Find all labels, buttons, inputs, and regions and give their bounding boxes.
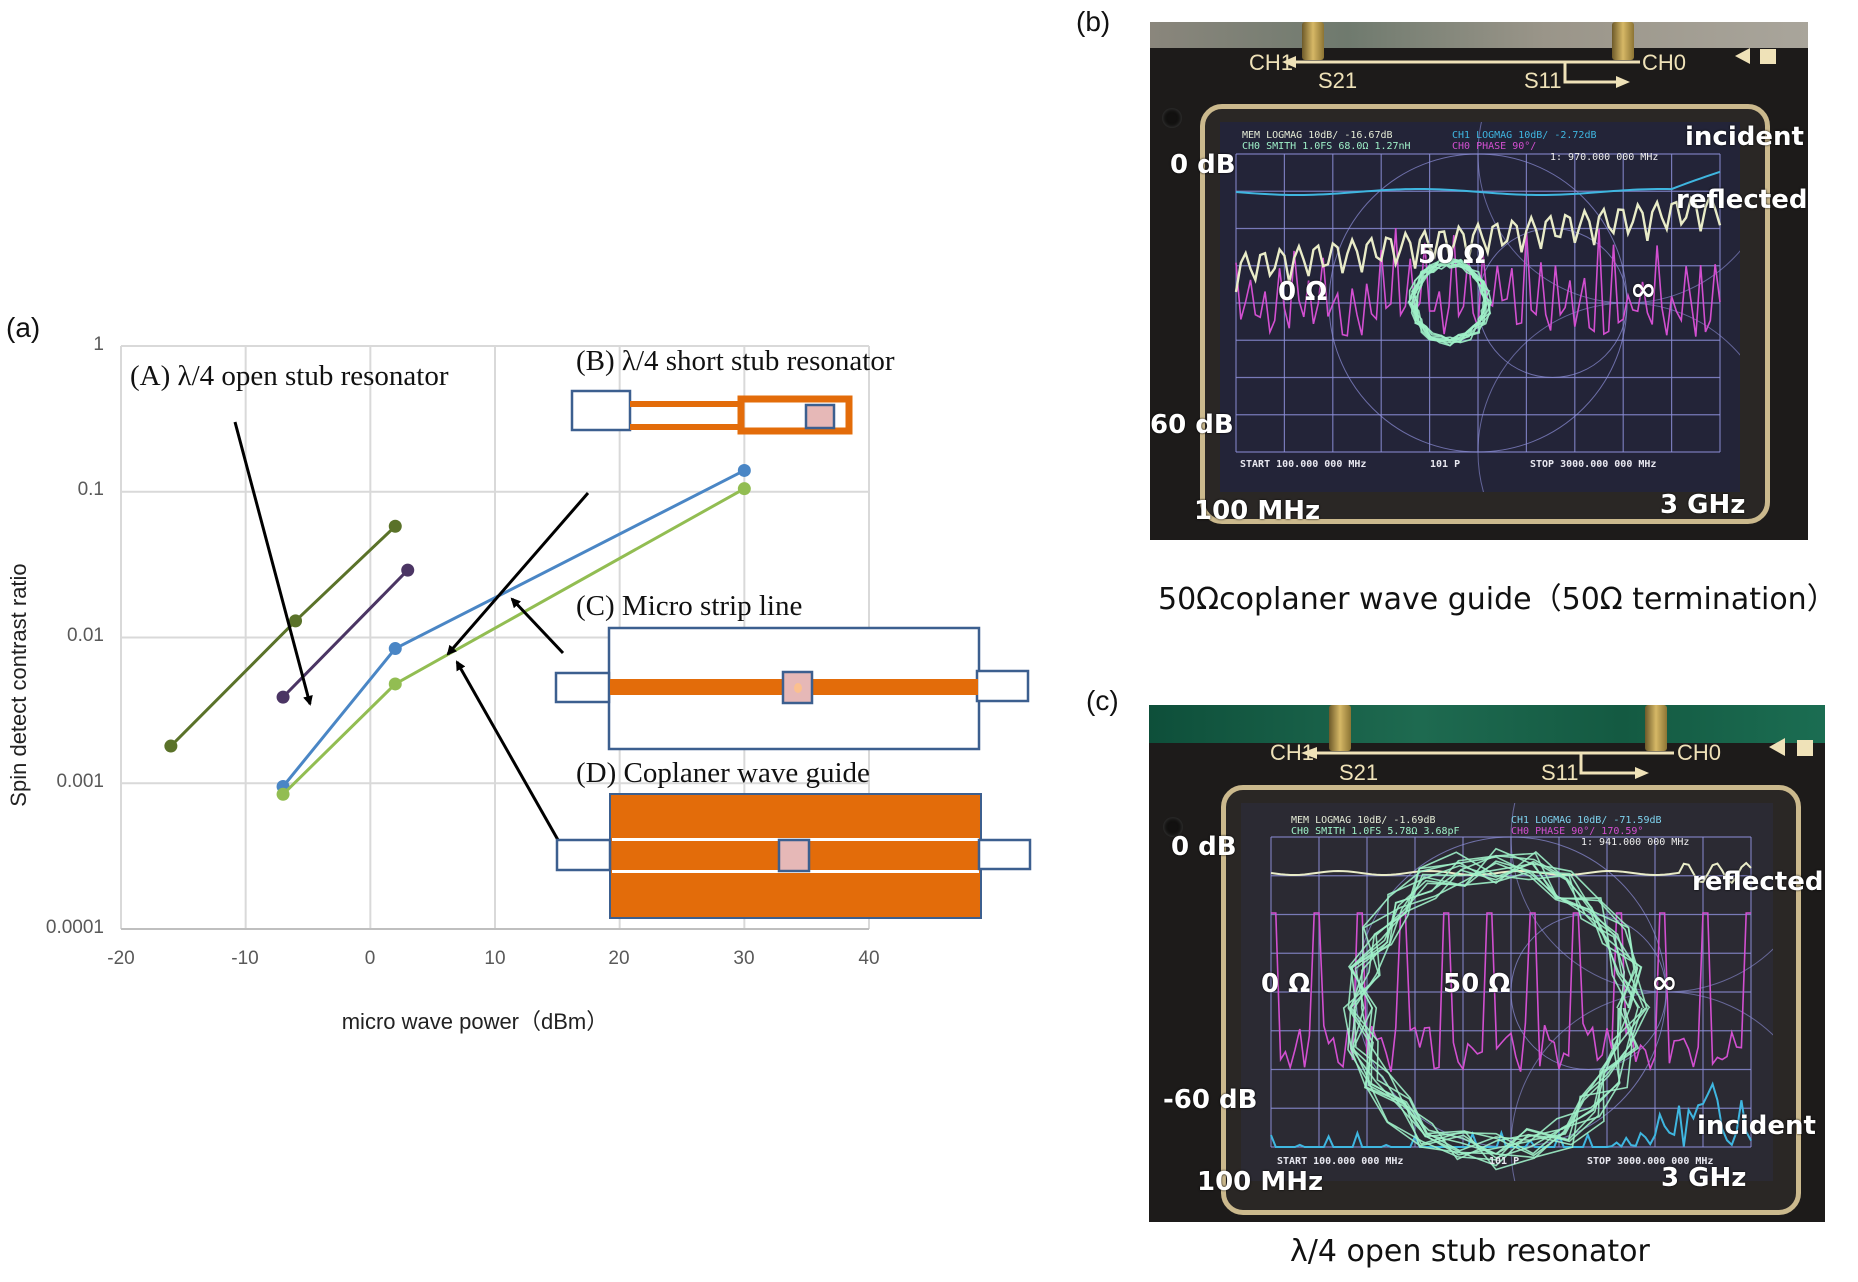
- y-tick-1: 1: [93, 334, 104, 355]
- diagram-b-short-stub: [570, 389, 853, 435]
- hdr-ch1: CH1 LOGMAG 10dB/ -2.72dB: [1452, 130, 1597, 141]
- footer-stop: STOP 3000.000 000 MHz: [1530, 459, 1657, 470]
- arrow-c: [510, 597, 565, 655]
- ann-incident: incident: [1685, 122, 1804, 152]
- ann-incident: incident: [1697, 1111, 1816, 1141]
- data-point: [276, 690, 290, 704]
- footer-start: START 100.000 000 MHz: [1240, 459, 1367, 470]
- sma-connector-ch1: [1302, 22, 1324, 60]
- signal-path-arrows: [1282, 48, 1776, 88]
- label-a-open-stub: (A) λ/4 open stub resonator: [130, 360, 449, 392]
- caption-c: λ/4 open stub resonator: [1290, 1234, 1650, 1269]
- series-0: [164, 519, 402, 753]
- ann-infinity: ∞: [1651, 963, 1678, 1001]
- data-point: [164, 739, 178, 753]
- data-point: [737, 463, 751, 477]
- x-tick-30: 30: [733, 948, 755, 969]
- data-point: [289, 614, 303, 628]
- sma-connector-ch1: [1329, 705, 1351, 751]
- label-b-short-stub: (B) λ/4 short stub resonator: [576, 345, 895, 377]
- hdr-smith: CH0 SMITH 1.0FS 5.78Ω 3.68pF: [1291, 826, 1460, 837]
- data-point: [388, 677, 402, 691]
- arrow-a: [233, 421, 313, 706]
- x-tick--10: -10: [231, 948, 259, 969]
- data-point: [388, 642, 402, 656]
- photo-b-vna-coplanar: CH1 CH0 S21 S11 MEM LOGMAG 10dB/ -16.67d…: [1150, 22, 1808, 540]
- footer-start: START 100.000 000 MHz: [1277, 1156, 1404, 1167]
- background-green-mat: [1149, 705, 1825, 743]
- ann-infinity: ∞: [1630, 270, 1657, 308]
- series-layer: [164, 463, 751, 801]
- footer-points: 101 P: [1430, 459, 1461, 470]
- x-axis-title: micro wave power（dBm）: [341, 1009, 609, 1034]
- photo-c-vna-open-stub: CH1 CH0 S21 S11 MEM LOGMAG 10dB/ -1.69dB…: [1149, 705, 1825, 1222]
- trace-plot-b: [1234, 122, 1740, 492]
- x-tick-40: 40: [858, 948, 880, 969]
- x-tick-10: 10: [484, 948, 506, 969]
- label-d-coplanar: (D) Coplaner wave guide: [576, 757, 870, 789]
- silk-ch0: CH0: [1677, 740, 1722, 765]
- y-tick-0.01: 0.01: [67, 625, 104, 646]
- screw-icon: [1163, 817, 1183, 837]
- diagram-d-coplanar: [555, 793, 1032, 919]
- vna-screen-b: MEM LOGMAG 10dB/ -16.67dB CH0 SMITH 1.0F…: [1220, 122, 1740, 492]
- silk-s11: S11: [1541, 760, 1579, 785]
- y-tick-0.001: 0.001: [56, 771, 104, 792]
- hdr-marker: 1: 970.000 000 MHz: [1550, 152, 1659, 163]
- ann-3ghz: 3 GHz: [1661, 1163, 1747, 1193]
- ann-reflected: reflected: [1692, 867, 1824, 897]
- data-point: [276, 787, 290, 801]
- ann-0-ohm: 0 Ω: [1278, 277, 1328, 307]
- screw-icon: [1162, 108, 1182, 128]
- caption-b: 50Ωcoplaner wave guide（50Ω termination）: [1158, 582, 1837, 617]
- background-cable-area: [1150, 22, 1808, 48]
- ann-minus60db: -60 dB: [1163, 1085, 1258, 1115]
- label-c-microstrip: (C) Micro strip line: [576, 590, 803, 622]
- y-tick-0.0001: 0.0001: [45, 917, 104, 938]
- x-tick--20: -20: [107, 948, 135, 969]
- sma-connector-ch0: [1612, 22, 1634, 60]
- arrow-d: [455, 660, 560, 841]
- x-tick-20: 20: [608, 948, 630, 969]
- panel-a-label: (a): [6, 312, 41, 343]
- vna-screen-c: MEM LOGMAG 10dB/ -1.69dB CH0 SMITH 1.0FS…: [1241, 803, 1773, 1181]
- silk-s21: S21: [1318, 68, 1358, 93]
- footer-points: 101 P: [1489, 1156, 1520, 1167]
- hdr-mem: MEM LOGMAG 10dB/ -16.67dB: [1242, 130, 1393, 141]
- hdr-ch1: CH1 LOGMAG 10dB/ -71.59dB: [1511, 815, 1662, 826]
- silk-ch0: CH0: [1642, 50, 1687, 75]
- data-point: [401, 563, 415, 577]
- ann-reflected: reflected: [1676, 185, 1808, 215]
- ann-0db: 0 dB: [1170, 150, 1236, 180]
- footer-stop: STOP 3000.000 000 MHz: [1587, 1156, 1714, 1167]
- trace-plot-c: [1270, 803, 1773, 1181]
- silk-s21: S21: [1339, 760, 1379, 785]
- ann-100mhz: 100 MHz: [1194, 496, 1321, 526]
- arrow-b: [446, 492, 590, 656]
- y-tick-0.1: 0.1: [77, 479, 104, 500]
- ann-0-ohm: 0 Ω: [1261, 969, 1311, 999]
- ann-50-ohm: 50 Ω: [1443, 969, 1511, 999]
- ann-60db: 60 dB: [1150, 410, 1234, 440]
- hdr-marker: 1: 941.000 000 MHz: [1581, 837, 1690, 848]
- hdr-smith: CH0 SMITH 1.0FS 68.0Ω 1.27nH: [1242, 141, 1411, 152]
- ann-0db: 0 dB: [1171, 832, 1237, 862]
- panel-c-label: (c): [1086, 685, 1119, 716]
- data-point: [737, 482, 751, 496]
- hdr-phase: CH0 PHASE 90°/: [1452, 141, 1537, 152]
- series-3: [276, 482, 751, 801]
- data-point: [388, 519, 402, 533]
- sma-connector-ch0: [1645, 705, 1667, 751]
- x-tick-0: 0: [364, 948, 376, 969]
- diagram-c-microstrip: [554, 626, 1030, 751]
- signal-path-arrows: [1301, 738, 1813, 779]
- ann-3ghz: 3 GHz: [1660, 490, 1746, 520]
- plot-area: [120, 345, 1032, 930]
- hdr-mem: MEM LOGMAG 10dB/ -1.69dB: [1291, 815, 1436, 826]
- ann-50-ohm: 50 Ω: [1418, 240, 1486, 270]
- silk-s11: S11: [1524, 68, 1562, 93]
- hdr-phase: CH0 PHASE 90°/ 170.59°: [1511, 826, 1644, 837]
- panel-b-label: (b): [1076, 6, 1111, 37]
- ann-100mhz: 100 MHz: [1197, 1167, 1324, 1197]
